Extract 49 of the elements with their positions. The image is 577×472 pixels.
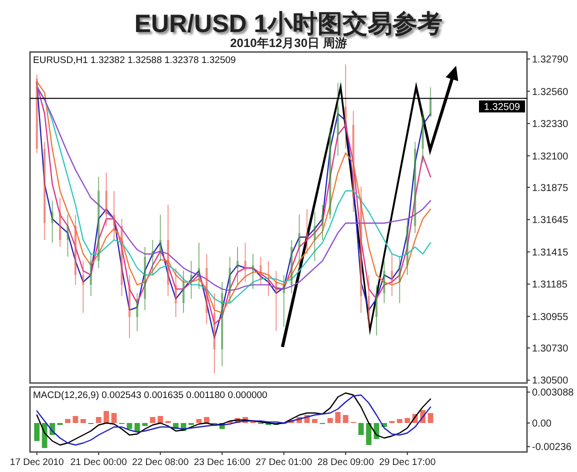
- y-tick-label: 1.30955: [532, 312, 569, 323]
- x-tick-label: 29 Dec 17:00: [379, 457, 436, 468]
- y-tick-label: 1.32100: [532, 151, 569, 162]
- x-tick-label: 28 Dec 09:00: [317, 457, 374, 468]
- y-tick-label: 1.31415: [532, 247, 569, 258]
- bar: [327, 418, 333, 423]
- chart-title: EUR/USD 1小时图交易参考: [134, 10, 443, 38]
- y-tick-label: 1.31645: [532, 215, 569, 226]
- bar: [72, 416, 78, 423]
- y-tick-label: 1.32330: [532, 119, 569, 130]
- bar: [342, 415, 348, 423]
- x-tick-label: 27 Dec 01:00: [256, 457, 312, 468]
- bar: [312, 419, 318, 423]
- y-tick-label: -0.00236: [532, 442, 572, 454]
- bar: [358, 423, 364, 435]
- x-tick-label: 21 Dec 00:00: [70, 457, 127, 468]
- bar: [150, 417, 156, 423]
- bar: [80, 419, 86, 423]
- chart-subtitle: 2010年12月30日 周游: [230, 36, 347, 50]
- bar: [204, 417, 210, 423]
- bar: [428, 413, 434, 423]
- bar: [104, 411, 110, 423]
- y-tick-label: 1.30500: [532, 376, 569, 387]
- y-tick-label: 1.31185: [532, 280, 568, 291]
- y-tick-label: 0.003088: [532, 388, 574, 399]
- y-tick-label: 1.32560: [532, 86, 569, 98]
- ref-line-label: 1.32509: [484, 102, 521, 113]
- bar: [396, 419, 402, 423]
- y-tick-label: 1.32790: [532, 54, 569, 66]
- bar: [196, 419, 202, 423]
- y-tick-label: 0.00: [532, 418, 552, 430]
- bar: [34, 423, 40, 441]
- y-tick-label: 1.31875: [532, 182, 569, 194]
- bar: [404, 418, 410, 423]
- bar: [96, 417, 102, 423]
- x-tick-label: 23 Dec 16:00: [194, 457, 250, 468]
- bar: [158, 416, 164, 423]
- bar: [65, 419, 70, 423]
- bar: [142, 423, 148, 426]
- annotation: MACD(12,26,9) 0.002543 0.001635 0.001180 0.000000: [33, 390, 268, 401]
- bar: [335, 412, 341, 423]
- bar: [111, 413, 117, 423]
- bar: [366, 423, 372, 445]
- bar: [134, 423, 140, 432]
- y-tick-label: 1.30730: [532, 343, 569, 354]
- x-tick-label: 22 Dec 08:00: [132, 457, 189, 468]
- x-tick-label: 17 Dec 2010: [10, 457, 64, 468]
- annotation: EURUSD,H1 1.32382 1.32588 1.32378 1.32509: [33, 55, 236, 66]
- bar: [126, 423, 132, 429]
